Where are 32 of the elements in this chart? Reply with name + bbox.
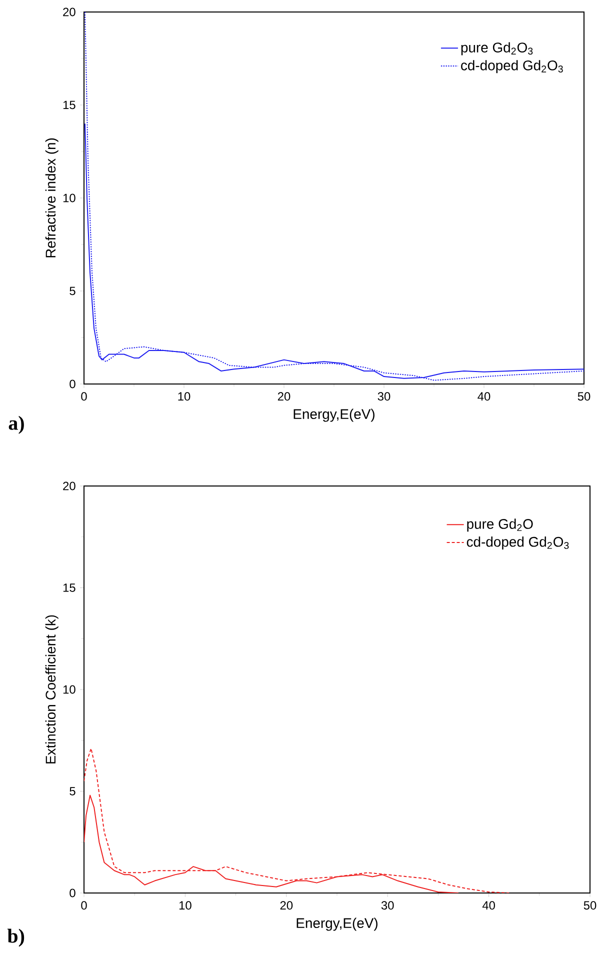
x-tick-label: 20 [280, 901, 293, 910]
legend-label: cd-doped Gd$_{2}$O$_{3}$ [461, 60, 563, 74]
legend-label: pure Gd$_{2}$O [467, 518, 533, 532]
x-axis-title: Energy,E(eV) [294, 408, 374, 422]
y-axis-title: Refractive index (n) [45, 138, 58, 258]
y-tick-label: 5 [70, 286, 76, 296]
x-tick-label: 50 [584, 901, 596, 910]
y-tick-label: 5 [70, 787, 76, 796]
x-tick-label: 50 [578, 392, 590, 401]
y-tick-label: 15 [63, 584, 76, 592]
y-tick-label: 0 [70, 380, 76, 388]
x-tick-label: 10 [179, 901, 192, 910]
x-tick-label: 40 [478, 392, 490, 401]
y-tick-label: 20 [63, 8, 76, 16]
x-tick-label: 30 [381, 901, 394, 910]
x-tick-label: 0 [81, 901, 87, 910]
x-tick-label: 0 [81, 392, 87, 401]
legend-label: cd-doped Gd$_{2}$O$_{3}$ [466, 536, 569, 550]
y-tick-label: 20 [63, 482, 76, 490]
legend-label: pure Gd$_{2}$O$_{3}$ [461, 42, 533, 56]
text: a) [8, 416, 24, 434]
y-axis-title: Extinction Coefficient (k) [45, 615, 58, 764]
x-tick-label: 40 [482, 901, 495, 910]
x-axis-title: Energy,E(eV) [296, 918, 378, 931]
y-tick-label: 0 [70, 888, 76, 898]
x-tick-label: 20 [278, 392, 290, 401]
y-tick-label: 10 [63, 685, 76, 694]
y-tick-label: 10 [63, 194, 76, 202]
x-tick-label: 10 [178, 392, 190, 401]
y-tick-label: 15 [63, 100, 76, 110]
text: b) [7, 928, 24, 947]
x-tick-label: 30 [378, 392, 390, 401]
